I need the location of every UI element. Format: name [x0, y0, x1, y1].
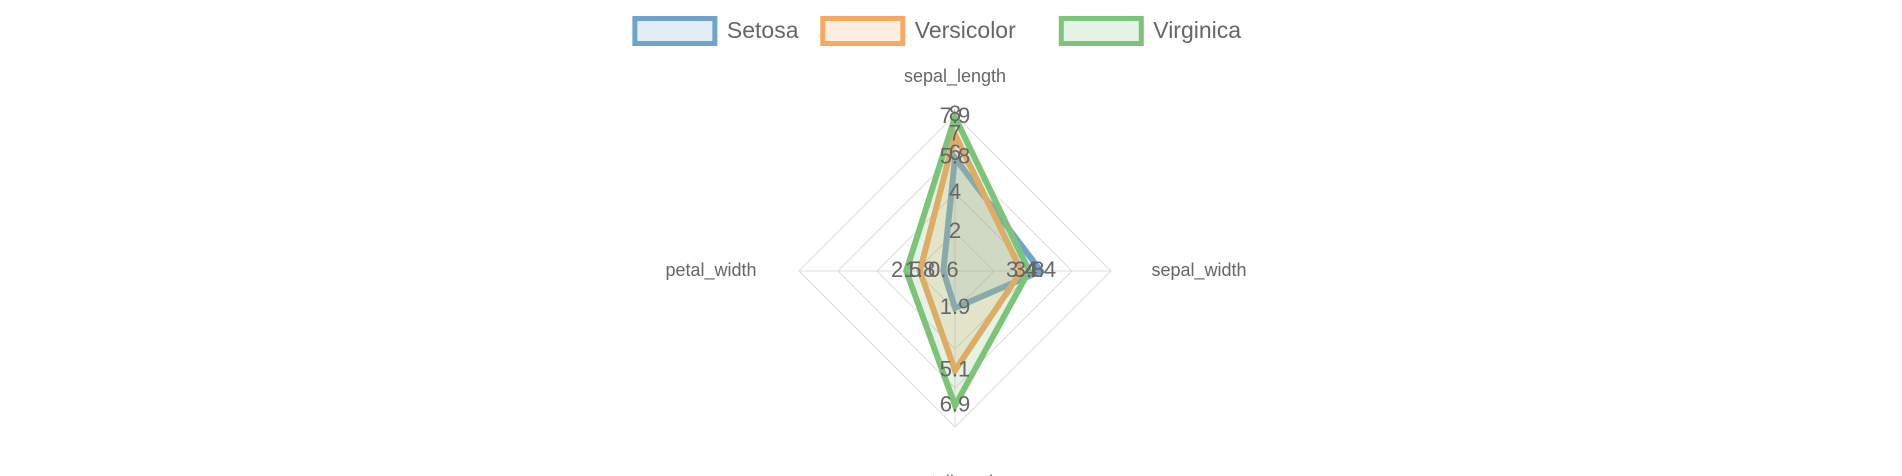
legend-swatch: [1058, 16, 1144, 46]
legend-label: Setosa: [727, 17, 799, 43]
r-tick-label: 6: [949, 140, 961, 165]
legend-label: Versicolor: [915, 17, 1016, 43]
value-label: 7.9: [940, 103, 971, 128]
value-label: 5.8: [940, 144, 971, 169]
r-tick-label: 8: [949, 101, 961, 126]
legend-swatch: [632, 16, 718, 46]
grid-ring: [798, 114, 1112, 428]
axis-label: petallength: [911, 472, 999, 476]
value-label: 7: [949, 120, 961, 145]
r-tick-label: 2: [949, 218, 961, 243]
value-label: 3.8: [1014, 257, 1045, 282]
axis-label: sepal_length: [904, 66, 1006, 87]
value-label: 3.4: [1006, 257, 1037, 282]
value-label: 6.9: [940, 391, 971, 416]
legend-label: Virginica: [1153, 17, 1241, 43]
grid-ring: [837, 153, 1073, 389]
axis-label: sepal_width: [1151, 260, 1246, 281]
value-label: 1.8: [905, 257, 936, 282]
value-label: 4.4: [1026, 257, 1057, 282]
legend-swatch: [820, 16, 906, 46]
series-area: [903, 108, 1033, 413]
value-label: 1.9: [940, 294, 971, 319]
value-label: 2.5: [891, 257, 922, 282]
axis-label: petal_width: [665, 260, 756, 281]
r-tick-label: 4: [949, 179, 961, 204]
value-label: 5.1: [940, 356, 971, 381]
value-label: 0.6: [928, 257, 959, 282]
series-area: [916, 125, 1025, 378]
